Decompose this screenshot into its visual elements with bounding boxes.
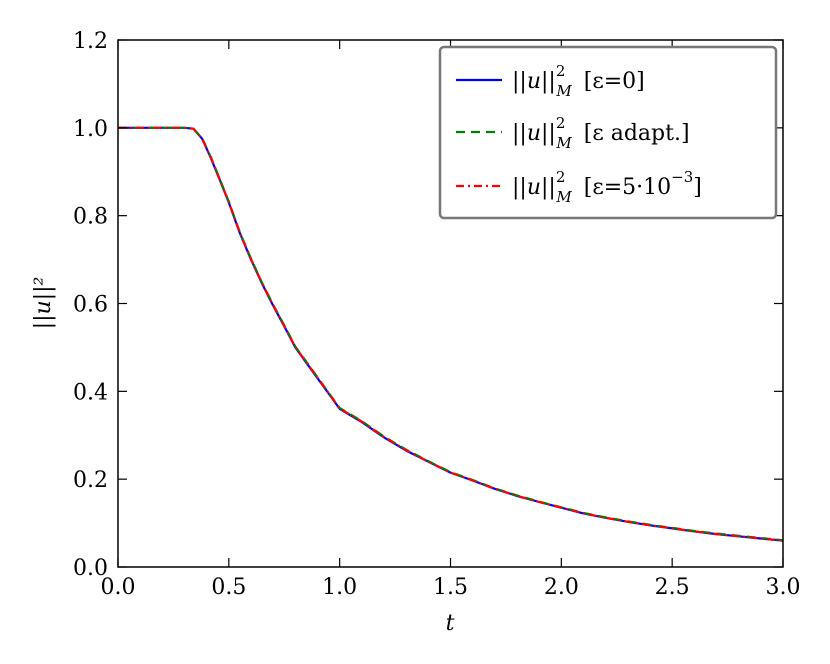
legend-3-bracket-post: ] — [693, 175, 702, 200]
y-tick-label: 0.4 — [73, 380, 108, 405]
y-tick-label: 0.6 — [73, 293, 108, 318]
x-tick-label: 0.0 — [101, 575, 136, 600]
legend-entry-3: ||u||2 M [ε=5·10−3] — [512, 168, 702, 206]
ticks-layer: 0.0 0.5 1.0 1.5 2.0 2.5 3.0 0.0 0.2 0.4 0.6 0.8 1.0 1… — [73, 29, 801, 600]
y-tick-label: 1.2 — [73, 29, 108, 54]
series-line-3 — [118, 126, 784, 542]
x-tick-label: 1.5 — [433, 575, 468, 600]
legend: ||u||2 M [ε=0] ||u||2 M [ε adapt.] ||u||2 M [ε… — [438, 45, 778, 220]
y-tick-label: 0.8 — [73, 205, 108, 230]
series-layer — [118, 126, 784, 542]
y-axis-label: ||u||² — [31, 277, 56, 330]
legend-3-norm: ||u|| — [512, 175, 556, 200]
legend-2-norm: ||u|| — [512, 121, 556, 146]
x-axis-label: t — [446, 611, 455, 636]
legend-box — [438, 45, 778, 220]
legend-2-sup: 2 — [556, 114, 566, 132]
y-tick-label: 0.0 — [73, 556, 108, 581]
svg-text:||u||²: ||u||² — [31, 277, 56, 330]
legend-3-bracket-pre: [ε=5·10 — [584, 175, 671, 200]
legend-3-sub: M — [555, 188, 572, 206]
legend-1-bracket: [ε=0] — [584, 69, 645, 94]
y-tick-label: 1.0 — [73, 117, 108, 142]
legend-1-sup: 2 — [556, 62, 566, 80]
x-tick-label: 0.5 — [211, 575, 246, 600]
legend-3-bracket-sup: −3 — [671, 168, 693, 186]
y-axis-label-norm: ||u||² — [31, 277, 56, 330]
x-tick-label: 3.0 — [766, 575, 801, 600]
x-tick-label: 2.5 — [655, 575, 690, 600]
legend-2-sub: M — [555, 134, 572, 152]
legend-entry-1: ||u||2 M [ε=0] — [512, 62, 645, 100]
y-tick-label: 0.2 — [73, 468, 108, 493]
legend-3-sup: 2 — [556, 168, 566, 186]
x-tick-label: 2.0 — [544, 575, 579, 600]
legend-entry-2: ||u||2 M [ε adapt.] — [512, 114, 690, 152]
x-tick-label: 1.0 — [322, 575, 357, 600]
legend-2-bracket: [ε adapt.] — [584, 121, 690, 146]
legend-1-norm: ||u|| — [512, 69, 556, 94]
legend-1-sub: M — [555, 82, 572, 100]
